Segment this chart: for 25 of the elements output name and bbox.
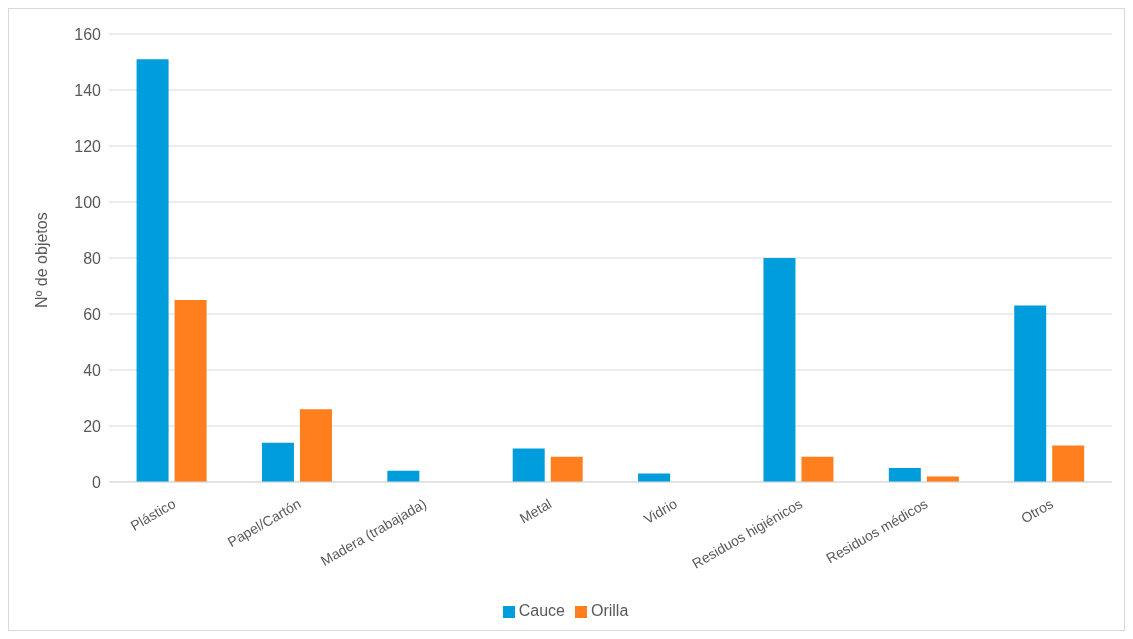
y-tick-label: 120 xyxy=(74,137,102,155)
bar xyxy=(550,456,583,482)
legend-label: Orilla xyxy=(590,602,629,619)
y-tick-label: 140 xyxy=(74,81,102,99)
x-tick-label: Otros xyxy=(1018,495,1056,527)
y-tick-label: 0 xyxy=(92,473,102,491)
bar xyxy=(763,258,796,482)
bar xyxy=(801,456,834,482)
y-tick-label: 100 xyxy=(74,193,102,211)
bar xyxy=(1052,445,1085,482)
x-tick-label: Vidrio xyxy=(640,495,680,528)
bar xyxy=(299,409,332,482)
y-tick-label: 20 xyxy=(83,417,102,435)
y-tick-label: 80 xyxy=(83,249,102,267)
bar xyxy=(888,468,921,482)
bar xyxy=(1014,305,1047,482)
bar xyxy=(261,442,294,482)
legend-label: Cauce xyxy=(518,602,565,619)
bar xyxy=(512,448,545,482)
y-axis-title: Nº de objetos xyxy=(32,212,50,308)
y-tick-label: 160 xyxy=(74,25,102,43)
y-tick-label: 60 xyxy=(83,305,102,323)
y-tick-label: 40 xyxy=(83,361,102,379)
bar xyxy=(136,59,169,482)
bar xyxy=(174,300,207,482)
